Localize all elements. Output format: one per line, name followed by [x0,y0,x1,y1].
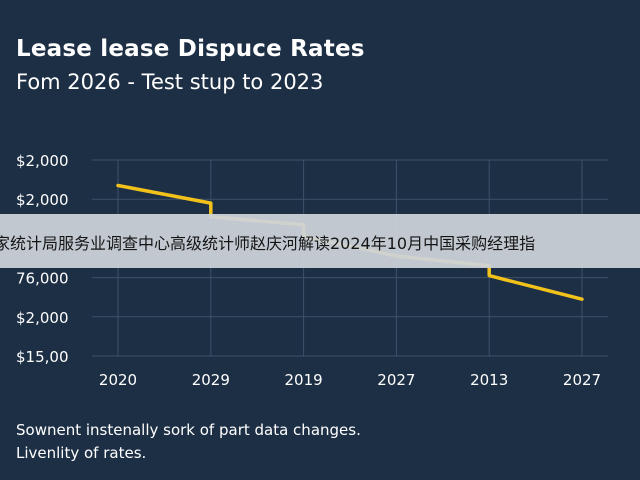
footnote-line-1: Sownent instenally sork of part data cha… [16,421,361,439]
x-tick-label: 2020 [99,371,137,389]
x-tick-label: 2013 [470,371,508,389]
chart-title: Lease lease Dispuce Rates [16,36,365,62]
x-tick-label: 2027 [563,371,601,389]
y-tick-label: 76,000 [16,270,69,288]
y-tick-label: $2,000 [16,191,69,209]
overlay-banner [0,214,640,268]
x-tick-label: 2019 [285,371,323,389]
chart-subtitle: Fom 2026 - Test stup to 2023 [16,70,324,94]
x-tick-label: 2029 [192,371,230,389]
overlay-banner-text: 家统计局服务业调查中心高级统计师赵庆河解读2024年10月中国采购经理指 [0,234,536,253]
x-tick-label: 2027 [377,371,415,389]
footnote-line-2: Livenlity of rates. [16,444,147,462]
y-tick-label: $2,000 [16,309,69,327]
y-tick-label: $15,00 [16,348,69,366]
y-tick-label: $2,000 [16,152,69,170]
